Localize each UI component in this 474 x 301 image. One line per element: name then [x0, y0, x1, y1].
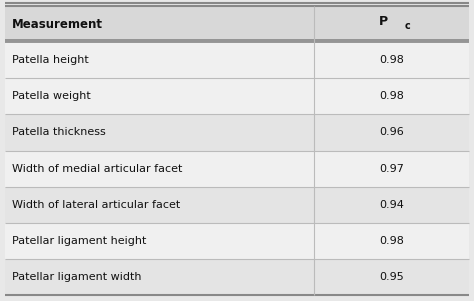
Text: Patellar ligament height: Patellar ligament height: [12, 236, 146, 246]
Text: P: P: [379, 15, 388, 28]
Bar: [314, 150, 469, 187]
Bar: [314, 6, 469, 42]
Text: Patella thickness: Patella thickness: [12, 127, 106, 138]
Text: Width of medial articular facet: Width of medial articular facet: [12, 163, 182, 174]
Bar: [314, 42, 469, 78]
Text: 0.94: 0.94: [379, 200, 404, 210]
Bar: [5, 223, 314, 259]
Text: Patellar ligament width: Patellar ligament width: [12, 272, 141, 282]
Bar: [314, 187, 469, 223]
Text: 0.98: 0.98: [379, 236, 404, 246]
Text: c: c: [405, 21, 411, 31]
Bar: [314, 223, 469, 259]
Text: 0.97: 0.97: [379, 163, 404, 174]
Text: 0.98: 0.98: [379, 91, 404, 101]
Text: Patella height: Patella height: [12, 55, 89, 65]
Bar: [5, 150, 314, 187]
Text: Width of lateral articular facet: Width of lateral articular facet: [12, 200, 180, 210]
Text: 0.95: 0.95: [379, 272, 404, 282]
Bar: [314, 114, 469, 150]
Bar: [314, 78, 469, 114]
Bar: [5, 42, 314, 78]
Bar: [5, 259, 314, 295]
Text: Patella weight: Patella weight: [12, 91, 91, 101]
Bar: [5, 187, 314, 223]
Text: 0.98: 0.98: [379, 55, 404, 65]
Text: 0.96: 0.96: [379, 127, 404, 138]
Bar: [5, 6, 314, 42]
Text: Measurement: Measurement: [12, 17, 103, 31]
Bar: [5, 114, 314, 150]
Bar: [314, 259, 469, 295]
Bar: [5, 78, 314, 114]
